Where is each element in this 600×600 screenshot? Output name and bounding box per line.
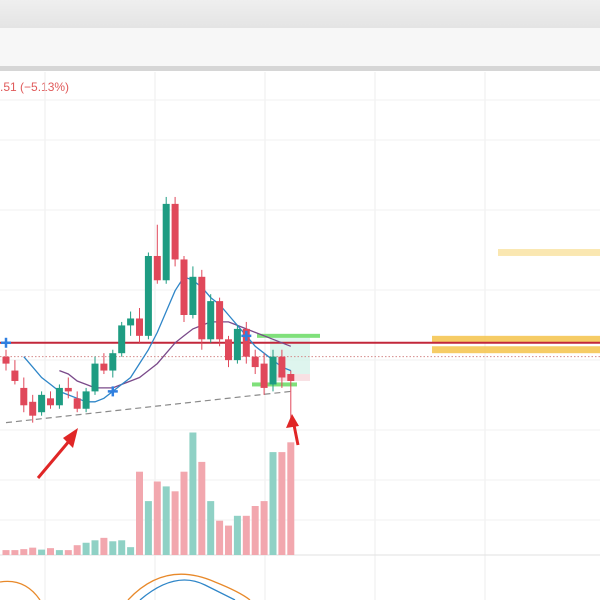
oscillator-line: [0, 580, 41, 600]
price-zone: [432, 335, 600, 343]
arrow-shaft: [292, 424, 300, 446]
arrow-shaft: [36, 439, 72, 479]
volume-bar: [278, 452, 286, 555]
candle-body: [55, 387, 63, 406]
volume-bar: [198, 461, 206, 555]
volume-bar: [29, 547, 37, 555]
volume-bar: [136, 471, 143, 555]
volume-bar: [2, 550, 10, 555]
volume-bar: [100, 537, 108, 555]
volume-bar: [171, 491, 179, 555]
candle-body: [127, 318, 135, 326]
candle-body: [153, 255, 161, 281]
volume-bar: [287, 442, 295, 555]
candle-body: [91, 363, 99, 392]
candle-body: [189, 276, 197, 315]
oscillator-signal-line: [139, 579, 236, 600]
trendline: [5, 390, 291, 424]
price-change-label: .51 (−5.13%): [0, 80, 70, 94]
candle-body: [82, 391, 90, 409]
price-zone: [498, 249, 600, 256]
target-line: [257, 333, 320, 338]
volume-bar: [242, 515, 250, 555]
candle-body: [144, 255, 152, 336]
candle-body: [260, 363, 268, 388]
volume-bar: [118, 540, 126, 555]
candle-body: [269, 356, 277, 385]
arrow-head: [286, 414, 299, 428]
volume-bar: [73, 545, 81, 555]
candle-body: [251, 356, 259, 368]
candle-body: [11, 370, 19, 381]
volume-bar: [189, 432, 197, 555]
candle-body: [47, 398, 54, 406]
candle-body: [278, 356, 286, 378]
price-zone: [432, 346, 600, 354]
candle-body: [2, 356, 10, 364]
candle-body: [216, 301, 224, 340]
volume-bar: [207, 501, 215, 555]
level-lines: [0, 341, 600, 358]
volume-bar: [11, 550, 19, 555]
cross-markers: [1, 330, 252, 397]
arrow-head: [63, 428, 78, 448]
stop-line: [252, 382, 297, 387]
candle-body: [171, 203, 179, 260]
volume-bar: [55, 550, 63, 555]
candle-body: [198, 276, 206, 340]
price-zones: [252, 249, 600, 387]
candle-body: [233, 328, 241, 361]
volume-bar: [233, 515, 241, 555]
volume-bar: [162, 486, 170, 555]
volume-bar: [260, 501, 268, 555]
volume-bar: [269, 452, 277, 555]
annotation-arrows: [36, 414, 300, 479]
candle-body: [38, 394, 46, 413]
candle-body: [242, 328, 250, 357]
volume-bar: [251, 506, 259, 555]
volume-bar: [109, 541, 117, 555]
volume-bar: [91, 540, 99, 555]
candle-body: [225, 339, 232, 361]
trendline-group: [5, 390, 291, 424]
candle-body: [118, 325, 126, 354]
candle-body: [100, 363, 108, 371]
candle-body: [29, 401, 37, 416]
volume-bar: [82, 542, 90, 555]
oscillator-line: [127, 573, 251, 600]
volume-bar: [216, 520, 224, 555]
candle-body: [64, 387, 72, 392]
volume-bar: [47, 548, 54, 555]
volume-bar: [144, 501, 152, 555]
volume-bar: [38, 549, 46, 555]
candle-body: [162, 203, 170, 281]
candle-body: [136, 318, 143, 336]
candle-body: [207, 301, 215, 340]
volume-bars: [2, 432, 295, 555]
volume-bar: [225, 525, 232, 555]
oscillator-panel: [0, 573, 251, 600]
candles: [2, 196, 295, 423]
volume-bar: [127, 547, 135, 555]
candle-body: [287, 374, 295, 381]
header-divider: [0, 66, 600, 71]
candle-body: [73, 398, 81, 409]
volume-bar: [64, 550, 72, 555]
ma-fast-line: [23, 275, 292, 403]
volume-bar: [180, 471, 188, 555]
volume-bar: [153, 481, 161, 555]
candle-body: [109, 353, 117, 371]
candle-body: [180, 259, 188, 315]
volume-bar: [20, 549, 28, 555]
candle-body: [20, 387, 28, 406]
moving-averages: [23, 275, 292, 403]
chart-header-strip: [0, 28, 600, 68]
